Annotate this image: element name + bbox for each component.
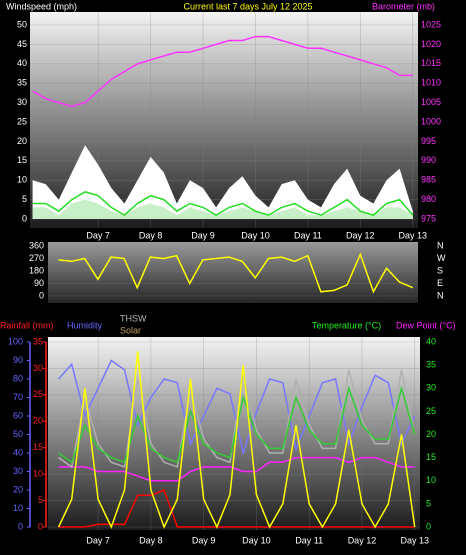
- y-tick-label: 995: [421, 136, 436, 146]
- axis-label: Humidity: [67, 320, 103, 330]
- y-tick-label: 5: [22, 194, 27, 204]
- series-line: [58, 456, 415, 482]
- plot-background: [48, 242, 418, 303]
- x-tick-label: Day 8: [139, 535, 163, 545]
- y-tick-label: 1000: [421, 116, 441, 126]
- y-tick-label: 990: [421, 155, 436, 165]
- axis-label: Barometer (mb): [372, 1, 435, 11]
- series-line: [58, 489, 415, 528]
- y-tick-label: 15: [426, 452, 436, 462]
- y-tick-label: 30: [13, 466, 23, 476]
- y-tick-label: 50: [17, 19, 27, 29]
- y-tick-label: 40: [17, 58, 27, 68]
- y-tick-label: N: [437, 290, 444, 300]
- axis-label: Rainfall (mm): [0, 320, 54, 330]
- y-tick-label: E: [437, 278, 443, 288]
- series-line: [58, 369, 416, 469]
- y-tick-label: 80: [13, 373, 23, 383]
- y-tick-label: 10: [17, 175, 27, 185]
- y-tick-label: 10: [426, 475, 436, 485]
- y-tick-label: 20: [17, 136, 27, 146]
- y-tick-label: 35: [33, 336, 43, 346]
- y-tick-label: 35: [426, 360, 436, 370]
- x-tick-label: Day 10: [242, 535, 271, 545]
- y-tick-label: 50: [13, 429, 23, 439]
- y-tick-label: 985: [421, 175, 436, 185]
- y-tick-label: 60: [13, 410, 23, 420]
- y-tick-label: 30: [426, 383, 436, 393]
- x-tick-label: Day 7: [86, 535, 110, 545]
- y-tick-label: 0: [22, 213, 27, 223]
- series-area: [32, 199, 413, 219]
- y-tick-label: 0: [39, 290, 44, 300]
- series-label: THSW: [120, 313, 147, 323]
- x-tick-label: Day 8: [139, 230, 163, 240]
- y-tick-label: 980: [421, 194, 436, 204]
- y-tick-label: 1025: [421, 19, 441, 29]
- y-tick-label: N: [437, 240, 444, 250]
- y-tick-label: 45: [17, 39, 27, 49]
- y-tick-label: 0: [18, 521, 23, 531]
- y-tick-label: 25: [33, 389, 43, 399]
- y-tick-label: 40: [426, 336, 436, 346]
- series-area: [32, 145, 413, 219]
- y-tick-label: 70: [13, 392, 23, 402]
- x-tick-label: Day 9: [191, 230, 215, 240]
- axis-label: Temperature (°C): [312, 320, 381, 330]
- axis-label: Windspeed (mph): [6, 1, 77, 11]
- y-tick-label: S: [437, 265, 443, 275]
- y-tick-label: 10: [13, 503, 23, 513]
- y-tick-label: 1005: [421, 97, 441, 107]
- y-tick-label: 10: [33, 469, 43, 479]
- y-tick-label: 360: [29, 240, 44, 250]
- y-tick-label: 40: [13, 447, 23, 457]
- series-line: [32, 35, 413, 108]
- x-tick-label: Day 12: [348, 535, 377, 545]
- y-tick-label: 1020: [421, 39, 441, 49]
- x-tick-label: Day 7: [86, 230, 110, 240]
- y-tick-label: 5: [38, 495, 43, 505]
- y-tick-label: 975: [421, 213, 436, 223]
- y-tick-label: 0: [426, 521, 431, 531]
- y-tick-label: 15: [17, 155, 27, 165]
- series-label: Solar: [120, 325, 141, 335]
- y-tick-label: 35: [17, 78, 27, 88]
- y-tick-label: 180: [29, 265, 44, 275]
- y-tick-label: 1015: [421, 58, 441, 68]
- x-tick-label: Day 10: [241, 230, 270, 240]
- y-tick-label: 270: [29, 253, 44, 263]
- y-tick-label: 90: [13, 355, 23, 365]
- series-line: [57, 351, 416, 529]
- x-tick-label: Day 9: [192, 535, 216, 545]
- y-tick-label: 30: [17, 97, 27, 107]
- y-tick-label: 20: [426, 429, 436, 439]
- y-tick-label: 5: [426, 498, 431, 508]
- y-tick-label: W: [437, 253, 446, 263]
- series-line: [58, 252, 414, 294]
- chart-title: Current last 7 days July 12 2025: [183, 1, 312, 11]
- y-tick-label: 90: [34, 278, 44, 288]
- y-tick-label: 20: [13, 484, 23, 494]
- series-label: Dew Point (°C): [396, 320, 456, 330]
- x-tick-label: Day 11: [295, 535, 323, 545]
- y-tick-label: 0: [38, 521, 43, 531]
- y-tick-label: 100: [8, 336, 23, 346]
- series-line: [32, 190, 414, 217]
- x-tick-label: Day 12: [346, 230, 375, 240]
- y-tick-label: 1010: [421, 78, 441, 88]
- y-tick-label: 30: [33, 363, 43, 373]
- x-tick-label: Day 11: [294, 230, 322, 240]
- y-tick-label: 25: [17, 116, 27, 126]
- y-tick-label: 15: [33, 442, 43, 452]
- y-tick-label: 20: [33, 416, 43, 426]
- x-tick-label: Day 13: [398, 230, 427, 240]
- y-tick-label: 25: [426, 406, 436, 416]
- x-tick-label: Day 13: [400, 535, 429, 545]
